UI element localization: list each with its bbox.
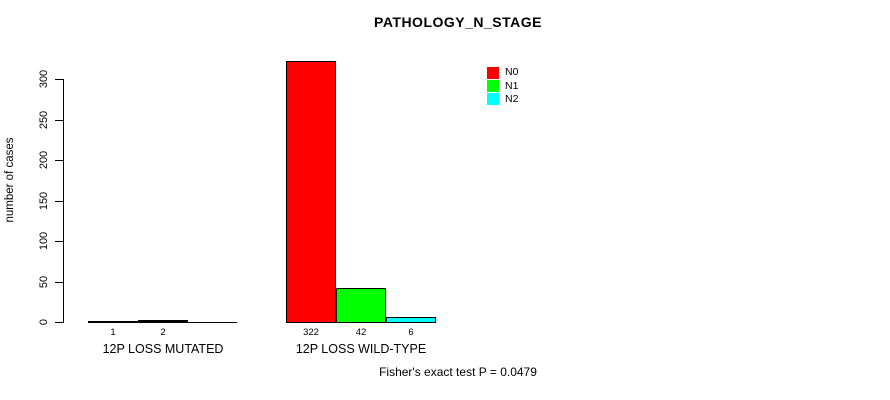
- y-axis-tick: [55, 79, 63, 80]
- chart-title: PATHOLOGY_N_STAGE: [374, 14, 542, 30]
- y-axis-tick: [55, 120, 63, 121]
- y-axis-tick: [55, 241, 63, 242]
- legend-label: N0: [505, 66, 519, 79]
- x-axis-group-label: 12P LOSS WILD-TYPE: [295, 342, 427, 356]
- legend-swatch-N1: [487, 80, 499, 93]
- legend-swatch-N2: [487, 93, 499, 106]
- y-axis-tick: [55, 201, 63, 202]
- y-axis-tick: [55, 160, 63, 161]
- bar-N1: [138, 320, 188, 322]
- legend: N0 N1 N2: [487, 66, 518, 106]
- y-axis-tick: [55, 282, 63, 283]
- legend-label: N1: [505, 79, 519, 92]
- legend-row-N1: N1: [487, 79, 519, 93]
- statistical-test-annotation: Fisher's exact test P = 0.0479: [379, 365, 537, 379]
- y-axis-tick-label: 200: [38, 150, 50, 170]
- y-axis-tick-label: 300: [38, 69, 50, 89]
- y-axis-line: [63, 79, 64, 323]
- bar-N0: [286, 61, 336, 323]
- bar-value-label: 6: [408, 327, 414, 338]
- legend-label: N2: [505, 92, 519, 105]
- bar-N1: [336, 288, 386, 323]
- bar-N0: [88, 321, 138, 322]
- legend-row-N0: N0: [487, 66, 518, 79]
- x-axis-group-label: 12P LOSS MUTATED: [102, 342, 224, 356]
- bar-N2: [386, 317, 436, 323]
- y-axis-tick-label: 0: [38, 318, 50, 326]
- bar-value-label: 42: [355, 327, 367, 338]
- bar-value-label: 2: [160, 327, 166, 338]
- y-axis-label: number of cases: [4, 137, 16, 223]
- y-axis-tick: [55, 322, 63, 323]
- bar-value-label: 322: [303, 327, 319, 338]
- legend-swatch-N0: [487, 66, 499, 79]
- group-baseline: [88, 322, 237, 323]
- y-axis-tick-label: 150: [38, 191, 50, 211]
- y-axis-tick-label: 100: [38, 231, 50, 251]
- bar-value-label: 1: [110, 327, 116, 338]
- legend-row-N2: N2: [487, 93, 518, 106]
- y-axis-tick-label: 250: [38, 110, 50, 130]
- y-axis-tick-label: 50: [38, 275, 50, 289]
